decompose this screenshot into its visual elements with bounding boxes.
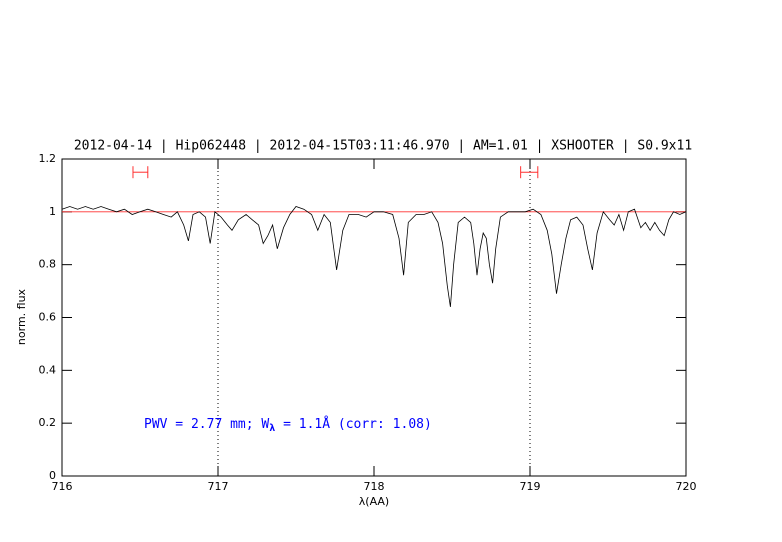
- y-tick-label: 1.2: [39, 152, 57, 165]
- x-axis-label: λ(AA): [359, 495, 389, 508]
- x-tick-label: 716: [52, 480, 73, 493]
- x-tick-label: 718: [364, 480, 385, 493]
- y-tick-label: 0.4: [39, 363, 57, 376]
- annotation: PWV = 2.77 mm; Wλ = 1.1Å (corr: 1.08): [144, 416, 432, 435]
- interval-marker: [520, 166, 539, 179]
- x-tick-label: 720: [676, 480, 697, 493]
- y-tick-label: 1: [49, 205, 56, 218]
- annotation-part: = 1.1Å (corr: 1.08): [275, 416, 432, 432]
- y-tick-label: 0.6: [39, 311, 57, 324]
- chart-title: 2012-04-14 | Hip062448 | 2012-04-15T03:1…: [74, 139, 692, 154]
- y-tick-label: 0.2: [39, 416, 57, 429]
- x-tick-label: 719: [520, 480, 541, 493]
- interval-marker: [132, 166, 149, 179]
- y-tick-label: 0.8: [39, 258, 57, 271]
- y-axis-label: norm. flux: [15, 288, 28, 345]
- annotation-part: PWV = 2.77 mm; W: [144, 417, 269, 432]
- y-tick-label: 0: [49, 469, 56, 482]
- spectrum-line: [61, 206, 687, 307]
- x-tick-label: 717: [208, 480, 229, 493]
- annotation-part: λ: [269, 423, 275, 434]
